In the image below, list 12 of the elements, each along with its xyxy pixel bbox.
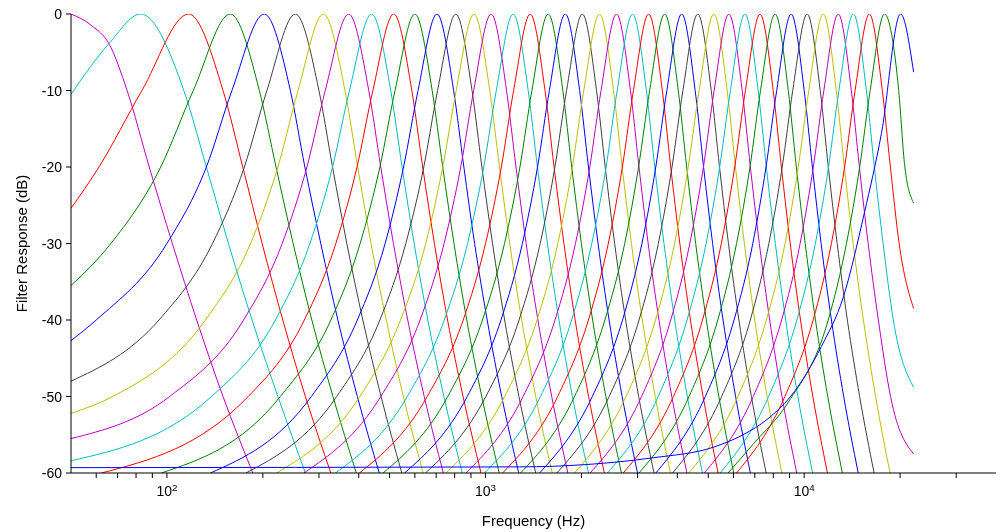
y-tick-label: 0	[54, 6, 63, 22]
x-axis-title: Frequency (Hz)	[481, 512, 586, 529]
y-axis-title: Filter Response (dB)	[13, 174, 31, 313]
x-tick-label: 10$^{2}$	[156, 481, 178, 499]
y-tick-label: -20	[41, 159, 63, 175]
y-tick-label: -40	[41, 312, 63, 328]
y-tick-label: -50	[41, 388, 63, 405]
x-tick-label: 10$^{4}$	[793, 481, 816, 499]
y-tick-label: -10	[41, 82, 63, 99]
x-tick-label: 10$^{3}$	[475, 481, 497, 499]
y-tick-label: -60	[41, 465, 63, 481]
y-tick-label: -30	[41, 235, 63, 252]
